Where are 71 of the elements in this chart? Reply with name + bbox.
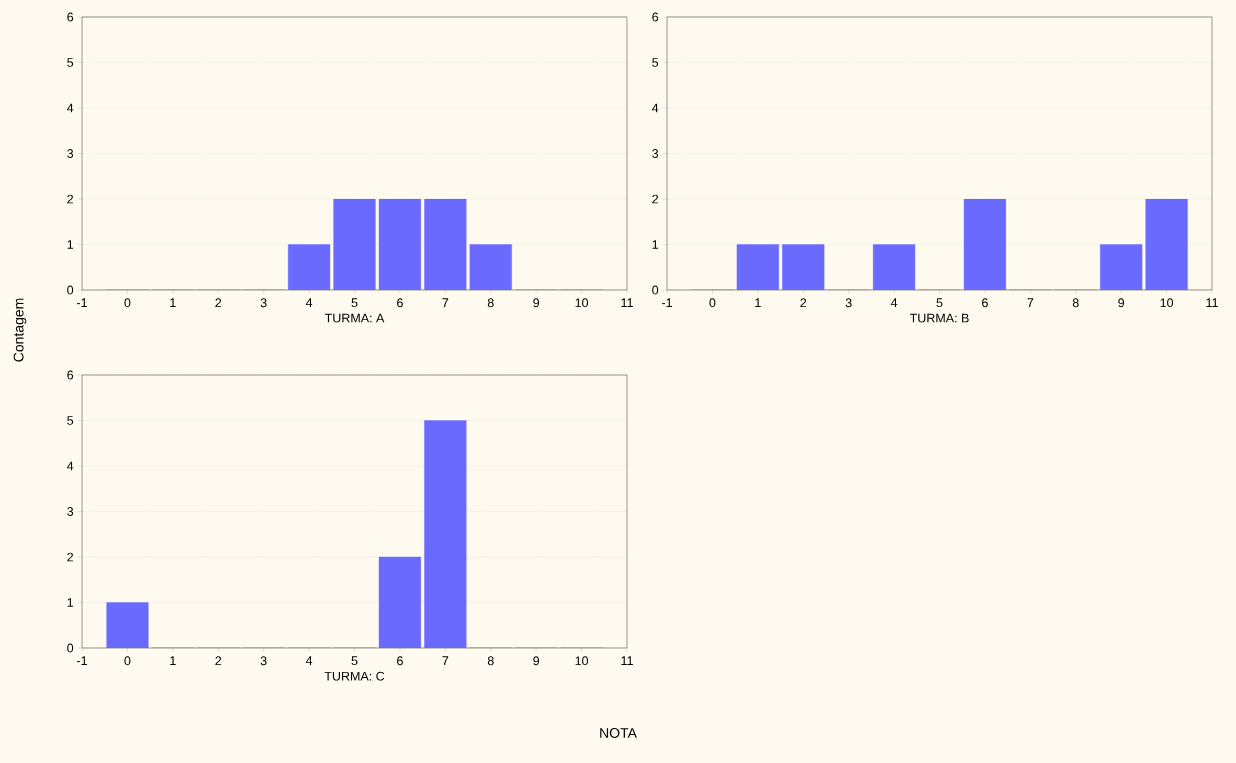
x-tick-label: -1: [662, 298, 672, 307]
x-tick-label: 7: [442, 656, 449, 665]
x-tick-label: 9: [533, 656, 540, 666]
x-tick-label: 4: [305, 656, 313, 665]
x-tick-label: 11: [1206, 298, 1218, 307]
x-tick-label: 9: [1118, 298, 1125, 308]
x-tick-label: 5: [351, 298, 358, 308]
y-tick-label: 4: [66, 103, 74, 113]
y-tick-label: 1: [652, 240, 659, 249]
x-tick-label: 5: [936, 298, 943, 308]
y-tick-label: 6: [67, 370, 74, 380]
y-tick-label: 2: [67, 552, 74, 562]
x-tick-label: 7: [442, 298, 449, 307]
y-tick-label: 5: [67, 416, 74, 425]
y-tick-label: 6: [652, 12, 659, 22]
y-tick-label: 4: [66, 461, 74, 471]
x-axis-title: TURMA: B: [909, 313, 969, 323]
x-tick-label: 0: [124, 298, 131, 308]
y-axis-title: Contagem: [13, 298, 27, 362]
x-tick-label: 10: [575, 656, 589, 666]
y-tick-label: 0: [67, 285, 74, 295]
x-tick-label: 3: [845, 298, 852, 308]
x-tick-label: 2: [215, 656, 222, 666]
y-tick-label: 1: [67, 240, 74, 249]
x-tick-label: 3: [260, 298, 267, 308]
y-tick-label: 2: [67, 194, 74, 204]
y-tick-label: 3: [67, 149, 74, 158]
x-tick-label: 10: [1160, 298, 1174, 308]
x-tick-label: 7: [1027, 298, 1034, 307]
x-axis-title: TURMA: C: [324, 671, 385, 681]
y-tick-label: 2: [652, 194, 659, 204]
x-tick-label: 2: [215, 298, 222, 308]
x-tick-label: 3: [260, 656, 267, 666]
bar: [736, 244, 779, 290]
y-tick-label: 5: [67, 58, 74, 67]
x-tick-label: 4: [305, 298, 313, 307]
x-tick-label: 1: [170, 656, 176, 665]
x-tick-label: 2: [800, 298, 807, 308]
x-tick-label: -1: [76, 298, 87, 307]
x-tick-label: 5: [351, 656, 358, 666]
x-axis-title: TURMA: A: [324, 313, 385, 323]
y-tick-label: 5: [652, 58, 659, 67]
x-tick-label: 1: [170, 298, 176, 307]
x-tick-label: 1: [755, 298, 761, 307]
y-tick-label: 3: [67, 507, 74, 516]
bar: [873, 244, 916, 290]
y-tick-label: 4: [651, 103, 659, 113]
bar: [1145, 198, 1188, 290]
y-tick-label: 1: [67, 598, 74, 607]
x-tick-label: 8: [487, 298, 494, 308]
y-tick-label: 3: [652, 149, 659, 158]
x-tick-label: 11: [621, 656, 633, 665]
x-tick-label: 6: [397, 298, 403, 308]
text: NOTA: [600, 728, 637, 738]
x-tick-label: 8: [1072, 298, 1079, 308]
y-tick-label: 6: [67, 12, 74, 22]
x-tick-label: 10: [575, 298, 589, 308]
bar: [1100, 244, 1143, 290]
x-tick-label: -1: [76, 656, 87, 665]
x-tick-label: 0: [709, 298, 716, 308]
y-tick-label: 0: [652, 285, 659, 295]
bar: [782, 244, 825, 290]
x-tick-label: 11: [621, 298, 633, 307]
x-tick-label: 6: [397, 656, 403, 666]
x-tick-label: 0: [124, 656, 131, 666]
x-tick-label: 4: [890, 298, 898, 307]
x-tick-label: 8: [487, 656, 494, 666]
y-tick-label: 0: [67, 643, 74, 653]
x-tick-label: 6: [982, 298, 988, 308]
bar: [963, 198, 1007, 290]
x-tick-label: 9: [533, 298, 540, 308]
